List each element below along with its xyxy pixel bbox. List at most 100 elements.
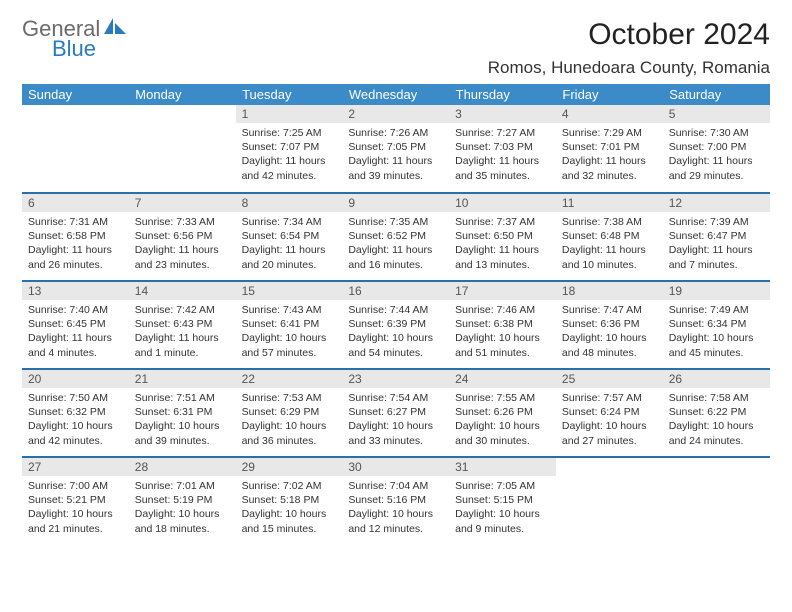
sunset-line: Sunset: 6:41 PM: [242, 317, 337, 331]
sunset-line: Sunset: 6:26 PM: [455, 405, 550, 419]
daylight-line: and 42 minutes.: [242, 169, 337, 183]
daylight-line: and 13 minutes.: [455, 258, 550, 272]
sunset-line: Sunset: 5:21 PM: [28, 493, 123, 507]
daylight-line: and 9 minutes.: [455, 522, 550, 536]
sunrise-line: Sunrise: 7:27 AM: [455, 126, 550, 140]
calendar-day-cell: 10Sunrise: 7:37 AMSunset: 6:50 PMDayligh…: [449, 193, 556, 281]
location-line: Romos, Hunedoara County, Romania: [488, 58, 770, 78]
daylight-line: and 45 minutes.: [669, 346, 764, 360]
daylight-line: Daylight: 11 hours: [455, 243, 550, 257]
sunrise-line: Sunrise: 7:57 AM: [562, 391, 657, 405]
sunset-line: Sunset: 5:16 PM: [348, 493, 443, 507]
day-details: Sunrise: 7:30 AMSunset: 7:00 PMDaylight:…: [663, 123, 770, 188]
day-number: 5: [663, 105, 770, 123]
daylight-line: Daylight: 10 hours: [348, 419, 443, 433]
daylight-line: and 26 minutes.: [28, 258, 123, 272]
daylight-line: and 10 minutes.: [562, 258, 657, 272]
day-number: 6: [22, 194, 129, 212]
day-details: Sunrise: 7:42 AMSunset: 6:43 PMDaylight:…: [129, 300, 236, 365]
calendar-day-cell: 6Sunrise: 7:31 AMSunset: 6:58 PMDaylight…: [22, 193, 129, 281]
sunrise-line: Sunrise: 7:50 AM: [28, 391, 123, 405]
sunrise-line: Sunrise: 7:02 AM: [242, 479, 337, 493]
calendar-day-cell: 24Sunrise: 7:55 AMSunset: 6:26 PMDayligh…: [449, 369, 556, 457]
daylight-line: and 27 minutes.: [562, 434, 657, 448]
sunrise-line: Sunrise: 7:58 AM: [669, 391, 764, 405]
day-details: Sunrise: 7:27 AMSunset: 7:03 PMDaylight:…: [449, 123, 556, 188]
calendar-day-cell: 14Sunrise: 7:42 AMSunset: 6:43 PMDayligh…: [129, 281, 236, 369]
sunrise-line: Sunrise: 7:46 AM: [455, 303, 550, 317]
day-number: 22: [236, 370, 343, 388]
daylight-line: Daylight: 10 hours: [242, 331, 337, 345]
day-details: Sunrise: 7:51 AMSunset: 6:31 PMDaylight:…: [129, 388, 236, 453]
daylight-line: and 29 minutes.: [669, 169, 764, 183]
day-number: 27: [22, 458, 129, 476]
daylight-line: Daylight: 11 hours: [455, 154, 550, 168]
sunset-line: Sunset: 6:54 PM: [242, 229, 337, 243]
calendar-header-row: Sunday Monday Tuesday Wednesday Thursday…: [22, 84, 770, 105]
day-number: 18: [556, 282, 663, 300]
brand-logo: General Blue: [22, 18, 128, 60]
sunset-line: Sunset: 6:48 PM: [562, 229, 657, 243]
sunrise-line: Sunrise: 7:31 AM: [28, 215, 123, 229]
daylight-line: Daylight: 10 hours: [348, 507, 443, 521]
daylight-line: Daylight: 10 hours: [135, 419, 230, 433]
calendar-day-cell: 30Sunrise: 7:04 AMSunset: 5:16 PMDayligh…: [342, 457, 449, 545]
brand-text-2: Blue: [52, 38, 96, 60]
daylight-line: Daylight: 10 hours: [562, 419, 657, 433]
daylight-line: and 12 minutes.: [348, 522, 443, 536]
daylight-line: Daylight: 10 hours: [28, 419, 123, 433]
calendar-day-cell: 22Sunrise: 7:53 AMSunset: 6:29 PMDayligh…: [236, 369, 343, 457]
day-number: 19: [663, 282, 770, 300]
calendar-day-cell: 17Sunrise: 7:46 AMSunset: 6:38 PMDayligh…: [449, 281, 556, 369]
calendar-day-cell: ..: [663, 457, 770, 545]
sunset-line: Sunset: 6:22 PM: [669, 405, 764, 419]
sunrise-line: Sunrise: 7:44 AM: [348, 303, 443, 317]
day-details: Sunrise: 7:50 AMSunset: 6:32 PMDaylight:…: [22, 388, 129, 453]
weekday-heading: Wednesday: [342, 84, 449, 105]
sunrise-line: Sunrise: 7:47 AM: [562, 303, 657, 317]
day-details: Sunrise: 7:31 AMSunset: 6:58 PMDaylight:…: [22, 212, 129, 277]
day-number: 12: [663, 194, 770, 212]
day-number: 29: [236, 458, 343, 476]
day-number: 16: [342, 282, 449, 300]
day-details: Sunrise: 7:40 AMSunset: 6:45 PMDaylight:…: [22, 300, 129, 365]
day-details: Sunrise: 7:43 AMSunset: 6:41 PMDaylight:…: [236, 300, 343, 365]
daylight-line: and 36 minutes.: [242, 434, 337, 448]
day-number: 25: [556, 370, 663, 388]
sunset-line: Sunset: 5:15 PM: [455, 493, 550, 507]
calendar-day-cell: 1 Sunrise: 7:25 AMSunset: 7:07 PMDaylight…: [236, 105, 343, 193]
sunrise-line: Sunrise: 7:40 AM: [28, 303, 123, 317]
sunrise-line: Sunrise: 7:01 AM: [135, 479, 230, 493]
calendar-day-cell: 2Sunrise: 7:26 AMSunset: 7:05 PMDaylight…: [342, 105, 449, 193]
sunset-line: Sunset: 7:05 PM: [348, 140, 443, 154]
sunrise-line: Sunrise: 7:25 AM: [242, 126, 337, 140]
daylight-line: Daylight: 10 hours: [669, 331, 764, 345]
day-number: 4: [556, 105, 663, 123]
day-number: 31: [449, 458, 556, 476]
day-number: 2: [342, 105, 449, 123]
weekday-heading: Sunday: [22, 84, 129, 105]
sunrise-line: Sunrise: 7:54 AM: [348, 391, 443, 405]
sunset-line: Sunset: 6:39 PM: [348, 317, 443, 331]
day-number: 14: [129, 282, 236, 300]
sunset-line: Sunset: 6:31 PM: [135, 405, 230, 419]
daylight-line: and 35 minutes.: [455, 169, 550, 183]
day-number: 17: [449, 282, 556, 300]
daylight-line: and 54 minutes.: [348, 346, 443, 360]
sunset-line: Sunset: 6:58 PM: [28, 229, 123, 243]
day-number: 30: [342, 458, 449, 476]
sunset-line: Sunset: 7:07 PM: [242, 140, 337, 154]
day-details: Sunrise: 7:29 AMSunset: 7:01 PMDaylight:…: [556, 123, 663, 188]
calendar-day-cell: 26Sunrise: 7:58 AMSunset: 6:22 PMDayligh…: [663, 369, 770, 457]
sunrise-line: Sunrise: 7:05 AM: [455, 479, 550, 493]
calendar-week-row: 13Sunrise: 7:40 AMSunset: 6:45 PMDayligh…: [22, 281, 770, 369]
day-number: 7: [129, 194, 236, 212]
daylight-line: Daylight: 11 hours: [669, 243, 764, 257]
day-details: Sunrise: 7:05 AMSunset: 5:15 PMDaylight:…: [449, 476, 556, 541]
daylight-line: and 18 minutes.: [135, 522, 230, 536]
day-number: 21: [129, 370, 236, 388]
daylight-line: Daylight: 11 hours: [242, 154, 337, 168]
day-number: 20: [22, 370, 129, 388]
day-number: 1: [236, 105, 343, 123]
brand-sail-icon: [104, 18, 128, 40]
